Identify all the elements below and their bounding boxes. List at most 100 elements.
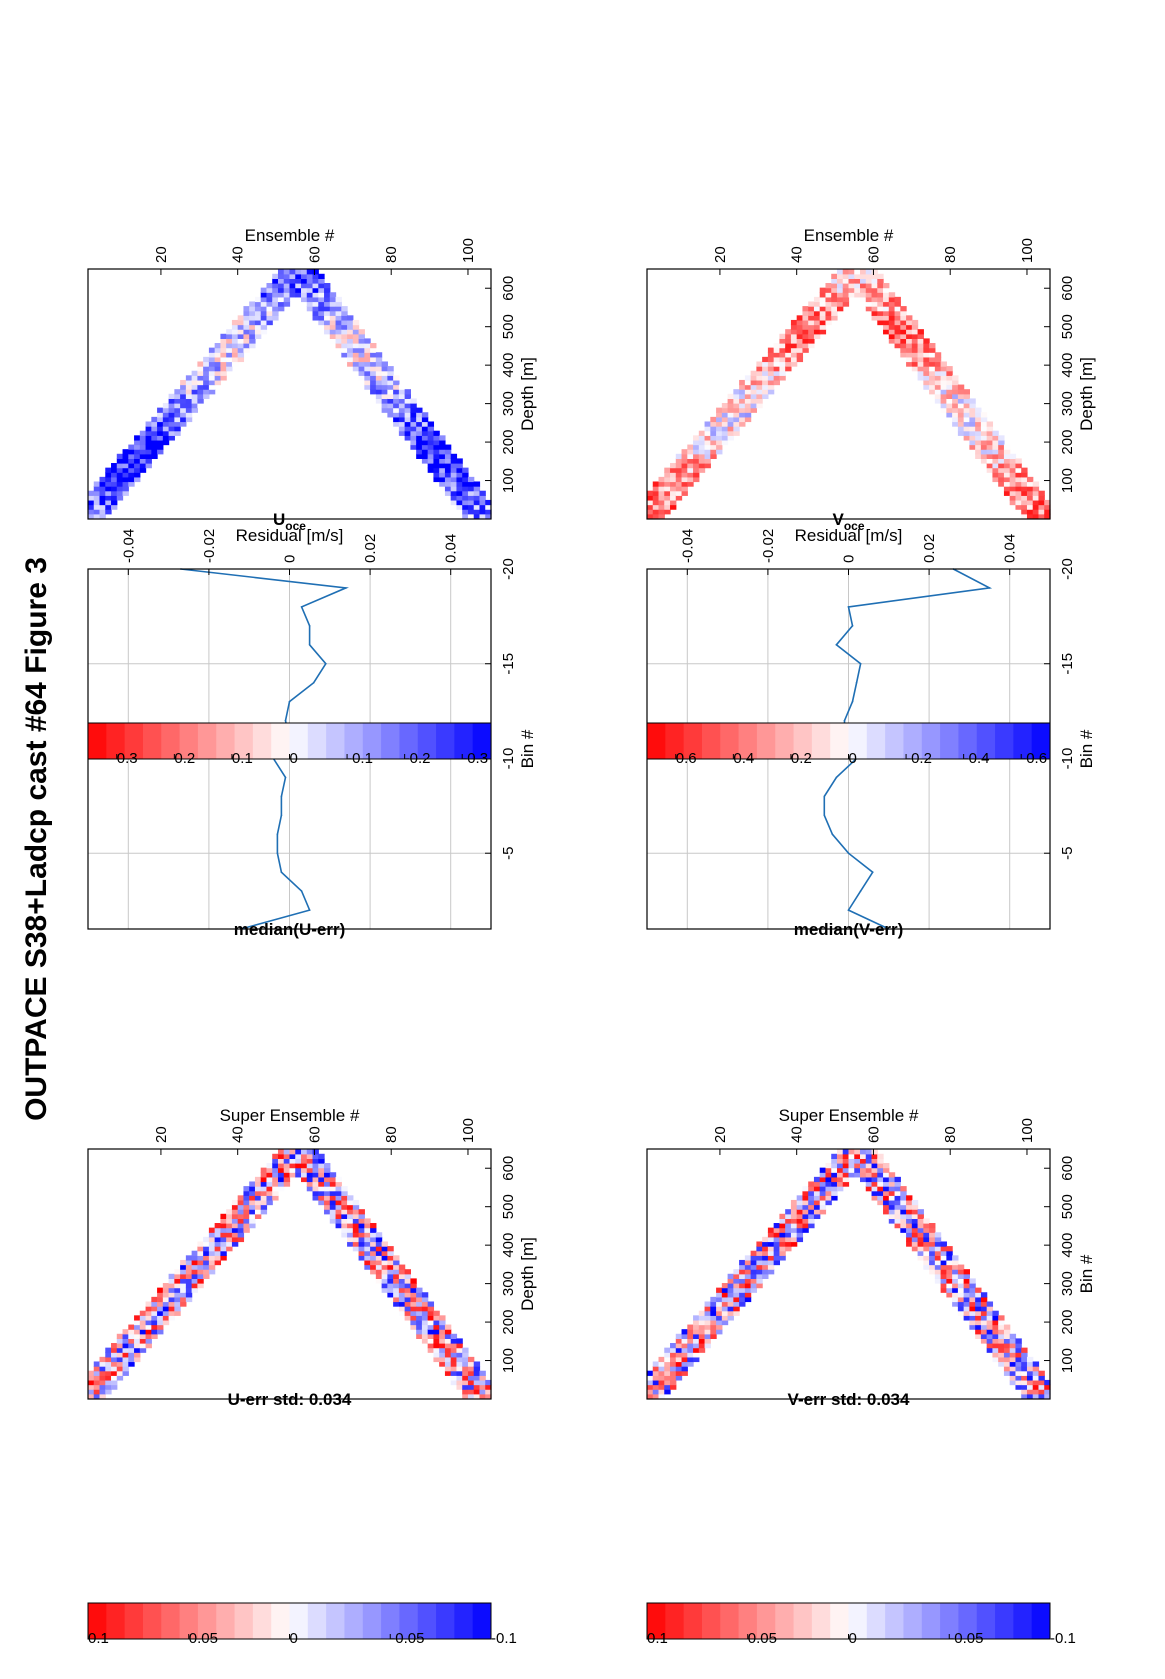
- heatmap-cell: [825, 319, 832, 326]
- heatmap-cell: [283, 1149, 291, 1155]
- heatmap-cell: [214, 1241, 222, 1247]
- data-point: [823, 795, 826, 798]
- heatmap-cell: [1021, 509, 1028, 515]
- heatmap-cell: [923, 338, 930, 344]
- heatmap-cell: [375, 1278, 383, 1284]
- heatmap-cell: [929, 356, 936, 363]
- colorbar: [647, 723, 1051, 759]
- heatmap-cell: [404, 407, 411, 413]
- x-tick-label: 0.02: [921, 534, 938, 563]
- heatmap-cell: [940, 1283, 947, 1289]
- heatmap-cell: [1038, 504, 1045, 510]
- heatmap-cell: [364, 1259, 371, 1266]
- heatmap-cell: [998, 467, 1005, 473]
- heatmap-cell: [980, 1329, 988, 1335]
- y-tick-label: 200: [500, 1310, 517, 1335]
- heatmap-cell: [237, 338, 245, 344]
- heatmap-cell: [664, 490, 671, 496]
- heatmap-cell: [704, 463, 711, 469]
- heatmap-cell: [203, 1241, 210, 1247]
- heatmap-cell: [687, 444, 694, 450]
- heatmap-cell: [675, 1333, 683, 1339]
- heatmap-cell: [796, 1209, 804, 1215]
- heatmap-cell: [260, 1190, 268, 1196]
- heatmap-cell: [963, 398, 971, 404]
- heatmap-cell: [318, 278, 325, 284]
- heatmap-cell: [462, 1361, 469, 1367]
- heatmap-cell: [906, 1241, 913, 1247]
- heatmap-cell: [986, 467, 994, 473]
- heatmap-cell: [658, 495, 665, 501]
- heatmap-cell: [370, 1223, 377, 1229]
- heatmap-cell: [1009, 499, 1017, 506]
- heatmap-cell: [260, 319, 268, 326]
- heatmap-cell: [272, 310, 279, 316]
- heatmap-cell: [157, 1315, 164, 1321]
- heatmap-cell: [929, 1223, 936, 1229]
- heatmap-cell: [929, 1269, 936, 1275]
- y-tick-label: 200: [1059, 430, 1076, 455]
- heatmap-cell: [658, 509, 665, 515]
- heatmap-cell: [888, 296, 896, 303]
- heatmap-cell: [266, 1176, 273, 1183]
- heatmap-cell: [220, 352, 227, 358]
- heatmap-cell: [111, 1366, 118, 1372]
- heatmap-cell: [197, 1264, 204, 1270]
- colorbar-tick-label: 0.4: [733, 750, 754, 767]
- heatmap-cell: [860, 1153, 867, 1159]
- heatmap-cell: [122, 1347, 129, 1353]
- heatmap-cell: [237, 1232, 245, 1238]
- colorbar-step: [958, 1603, 978, 1639]
- heatmap-cell: [318, 1176, 325, 1183]
- heatmap-cell: [145, 444, 152, 450]
- heatmap-cell: [456, 481, 463, 487]
- heatmap-cell: [698, 1343, 706, 1349]
- heatmap-cell: [375, 352, 383, 358]
- heatmap-cell: [203, 1246, 210, 1252]
- heatmap-cell: [456, 495, 463, 501]
- heatmap-cell: [254, 1213, 262, 1219]
- heatmap-cell: [111, 481, 118, 487]
- heatmap-cell: [467, 476, 475, 483]
- x-axis-label: Residual [m/s]: [236, 526, 344, 545]
- heatmap-cell: [906, 361, 913, 367]
- heatmap-cell: [825, 1163, 832, 1169]
- heatmap-cell: [860, 292, 867, 298]
- heatmap-cell: [658, 481, 665, 487]
- heatmap-cell: [260, 306, 268, 312]
- heatmap-cell: [1015, 458, 1022, 464]
- heatmap-cell: [773, 347, 781, 353]
- heatmap-cell: [952, 389, 959, 395]
- heatmap-cell: [226, 1227, 233, 1233]
- heatmap-cell: [992, 1343, 999, 1349]
- heatmap-cell: [906, 352, 913, 358]
- heatmap-cell: [272, 273, 279, 279]
- heatmap-cell: [681, 1370, 688, 1376]
- heatmap-cell: [687, 453, 694, 459]
- heatmap-cell: [404, 1278, 411, 1284]
- heatmap-cell: [767, 379, 775, 386]
- heatmap-cell: [917, 361, 924, 367]
- heatmap-cell: [1003, 463, 1011, 469]
- heatmap-cell: [272, 1163, 279, 1169]
- heatmap-cell: [473, 499, 481, 506]
- colorbar-step: [362, 1603, 382, 1639]
- heatmap-cell: [462, 490, 469, 496]
- heatmap-cell: [929, 1250, 936, 1256]
- heatmap-cell: [946, 1246, 953, 1252]
- heatmap-cell: [416, 1306, 423, 1312]
- heatmap-cell: [364, 366, 371, 372]
- heatmap-cell: [301, 283, 308, 289]
- heatmap-cell: [923, 1255, 930, 1261]
- heatmap-cell: [980, 412, 988, 418]
- heatmap-cell: [249, 1190, 256, 1196]
- data-point: [308, 909, 311, 911]
- heatmap-cell: [946, 379, 953, 386]
- heatmap-cell: [716, 1319, 723, 1326]
- heatmap-cell: [693, 1352, 700, 1358]
- heatmap-cell: [214, 1232, 222, 1238]
- heatmap-cell: [191, 1259, 198, 1266]
- heatmap-cell: [99, 481, 106, 487]
- heatmap-cell: [813, 310, 821, 316]
- heatmap-cell: [444, 1352, 452, 1358]
